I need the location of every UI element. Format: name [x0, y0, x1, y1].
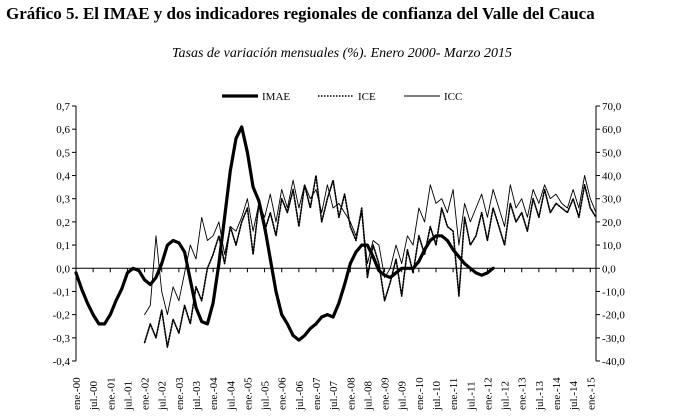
x-axis-tick-label: ene.-05	[242, 377, 254, 410]
x-axis-tick-label: ene.-15	[585, 377, 597, 410]
x-axis-tick-label: ene.-03	[174, 377, 186, 410]
left-axis-tick-label: 0,4	[56, 171, 70, 183]
x-axis-tick-label: jul.-07	[328, 380, 340, 411]
series-line-icc	[144, 175, 597, 316]
x-axis-tick-label: jul.-09	[397, 380, 409, 411]
x-axis-tick-label: jul.-14	[568, 380, 580, 411]
right-axis-tick-label: -40,0	[602, 356, 625, 368]
left-axis-tick-label: 0,2	[56, 217, 70, 229]
x-axis-tick-label: ene.-00	[71, 377, 83, 410]
x-axis-tick-label: ene.-11	[448, 378, 460, 410]
x-axis-tick-label: jul.-03	[191, 380, 203, 411]
x-axis-tick-label: jul.-02	[157, 381, 169, 411]
x-axis-tick-label: ene.-01	[105, 377, 117, 410]
x-axis-tick-label: jul.-10	[431, 380, 443, 411]
left-axis-tick-label: 0,6	[56, 124, 70, 136]
legend-label: IMAE	[262, 91, 290, 103]
x-axis-tick-label: ene.-02	[140, 377, 152, 410]
chart-subtitle: Tasas de variación mensuales (%). Enero …	[172, 46, 512, 61]
right-axis-tick-label: 40,0	[602, 171, 622, 183]
x-axis-tick-label: ene.-09	[380, 377, 392, 410]
right-axis-tick-label: 60,0	[602, 124, 622, 136]
series-line-ice	[143, 174, 597, 348]
chart-title: Gráfico 5. El IMAE y dos indicadores reg…	[6, 4, 595, 23]
right-axis-tick-label: 50,0	[602, 147, 622, 159]
left-axis-tick-label: 0,5	[56, 147, 70, 159]
right-axis-tick-label: -10,0	[602, 286, 625, 298]
right-axis-tick-label: -20,0	[602, 310, 625, 322]
x-axis-tick-label: jul.-12	[500, 381, 512, 411]
legend-item-icc: ICC	[404, 91, 462, 103]
x-axis-tick-label: jul.-13	[534, 380, 546, 411]
legend-label: ICE	[358, 91, 376, 103]
right-axis-tick-label: 0,0	[602, 263, 616, 275]
legend-item-ice: ICE	[318, 91, 376, 103]
left-axis-tick-label: 0,7	[56, 101, 70, 113]
series-line-imae	[74, 125, 495, 342]
legend: IMAE ICE ICC	[222, 91, 462, 103]
series-layer	[74, 125, 597, 348]
right-axis-tick-label: 10,0	[602, 240, 622, 252]
x-axis-tick-label: ene.-06	[277, 377, 289, 410]
x-axis-tick-label: jul.-11	[465, 381, 477, 411]
left-axis-tick-label: -0,2	[53, 310, 70, 322]
right-axis-tick-label: 70,0	[602, 101, 622, 113]
legend-label: ICC	[444, 91, 462, 103]
x-axis-tick-label: jul.-08	[362, 380, 374, 411]
x-axis-tick-label: jul.-04	[225, 380, 237, 411]
x-axis-tick-label: ene.-12	[482, 377, 494, 410]
x-axis-tick-label: ene.-08	[345, 377, 357, 410]
left-axis-tick-label: -0,1	[53, 286, 70, 298]
x-axis-tick-label: jul.-05	[260, 380, 272, 411]
x-axis-tick-label: jul.-01	[122, 381, 134, 411]
left-axis-tick-label: 0,0	[56, 263, 70, 275]
right-axis-tick-label: 30,0	[602, 194, 622, 206]
right-axis-tick-label: 20,0	[602, 217, 622, 229]
left-axis-tick-label: 0,1	[56, 240, 70, 252]
x-axis-tick-label: ene.-07	[311, 377, 323, 410]
x-axis-tick-label: ene.-14	[551, 377, 563, 410]
left-axis-tick-label: -0,4	[53, 356, 71, 368]
chart-axes: -0,4 -0,3 -0,2 -0,1 0,0 0,1 0,2 0,3 0,4 0,5 0,6 0,7…	[53, 101, 626, 411]
legend-item-imae: IMAE	[222, 91, 290, 103]
right-axis-tick-label: -30,0	[602, 333, 625, 345]
x-axis-tick-label: ene.-10	[414, 377, 426, 410]
left-axis-tick-label: 0,3	[56, 194, 70, 206]
x-axis-tick-label: jul.-00	[88, 380, 100, 411]
x-axis-tick-label: ene.-04	[208, 377, 220, 410]
x-axis-tick-label: jul.-06	[294, 380, 306, 411]
x-axis-tick-label: ene.-13	[517, 377, 529, 410]
left-axis-tick-label: -0,3	[53, 333, 71, 345]
